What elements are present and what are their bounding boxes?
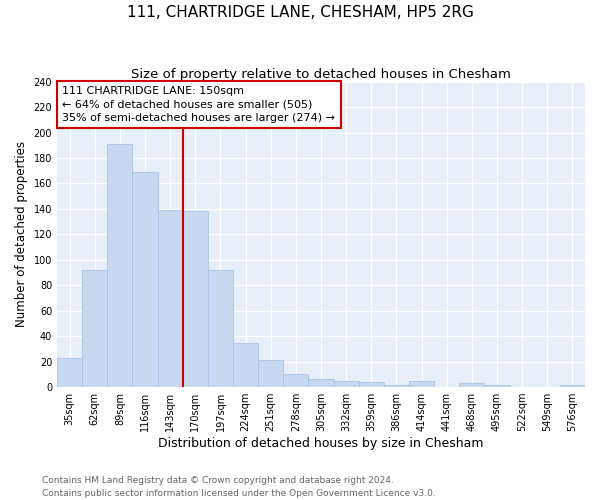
Text: 111 CHARTRIDGE LANE: 150sqm
← 64% of detached houses are smaller (505)
35% of se: 111 CHARTRIDGE LANE: 150sqm ← 64% of det…: [62, 86, 335, 122]
Bar: [560, 384, 585, 387]
Bar: [283, 374, 308, 387]
Title: Size of property relative to detached houses in Chesham: Size of property relative to detached ho…: [131, 68, 511, 80]
Text: 111, CHARTRIDGE LANE, CHESHAM, HP5 2RG: 111, CHARTRIDGE LANE, CHESHAM, HP5 2RG: [127, 5, 473, 20]
Bar: [133, 172, 158, 387]
Bar: [484, 384, 509, 387]
Bar: [258, 360, 283, 387]
Bar: [208, 270, 233, 387]
Bar: [82, 270, 107, 387]
X-axis label: Distribution of detached houses by size in Chesham: Distribution of detached houses by size …: [158, 437, 484, 450]
Bar: [384, 384, 409, 387]
Bar: [158, 210, 183, 387]
Bar: [409, 380, 434, 387]
Bar: [459, 384, 484, 387]
Bar: [359, 382, 384, 387]
Text: Contains HM Land Registry data © Crown copyright and database right 2024.
Contai: Contains HM Land Registry data © Crown c…: [42, 476, 436, 498]
Bar: [233, 342, 258, 387]
Bar: [57, 358, 82, 387]
Bar: [334, 380, 359, 387]
Bar: [183, 212, 208, 387]
Bar: [308, 380, 334, 387]
Bar: [107, 144, 133, 387]
Y-axis label: Number of detached properties: Number of detached properties: [15, 142, 28, 328]
